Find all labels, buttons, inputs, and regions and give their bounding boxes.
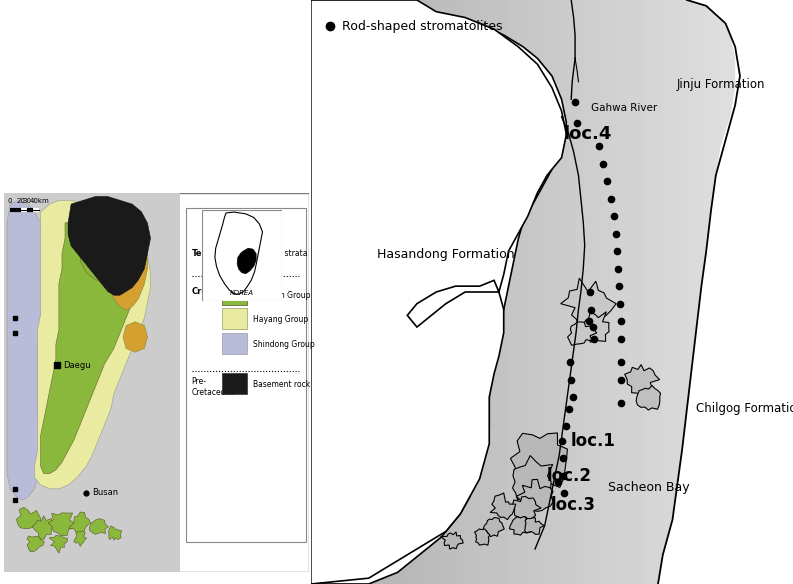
Polygon shape	[48, 513, 76, 536]
Polygon shape	[658, 0, 793, 584]
Polygon shape	[68, 512, 90, 533]
Polygon shape	[474, 529, 490, 545]
Text: loc.3: loc.3	[551, 496, 596, 514]
FancyBboxPatch shape	[222, 373, 247, 394]
FancyBboxPatch shape	[222, 308, 247, 329]
Polygon shape	[215, 212, 262, 294]
Text: Gahwa River: Gahwa River	[591, 103, 657, 113]
Polygon shape	[513, 496, 541, 520]
Polygon shape	[490, 493, 515, 520]
FancyBboxPatch shape	[202, 210, 282, 301]
Polygon shape	[511, 433, 567, 488]
Polygon shape	[109, 526, 121, 540]
Text: 40km: 40km	[29, 198, 49, 204]
Text: Hasandong Formation: Hasandong Formation	[377, 248, 515, 260]
Polygon shape	[80, 215, 126, 280]
FancyBboxPatch shape	[4, 193, 179, 572]
Text: KOREA: KOREA	[230, 290, 254, 296]
Text: 30: 30	[22, 198, 32, 204]
Polygon shape	[576, 312, 609, 342]
Polygon shape	[568, 322, 597, 345]
Text: Jinju Formation: Jinju Formation	[676, 78, 765, 91]
FancyBboxPatch shape	[222, 242, 247, 263]
Polygon shape	[40, 219, 136, 474]
Polygon shape	[311, 0, 566, 584]
Polygon shape	[90, 519, 109, 534]
Polygon shape	[509, 516, 533, 535]
Polygon shape	[311, 0, 566, 584]
FancyBboxPatch shape	[222, 333, 247, 354]
Polygon shape	[27, 536, 44, 552]
Text: Busan: Busan	[93, 488, 119, 497]
Text: Tertiary strata: Tertiary strata	[253, 249, 308, 258]
Text: 20: 20	[17, 198, 25, 204]
Polygon shape	[49, 536, 67, 553]
Text: Yucheon Group: Yucheon Group	[253, 291, 310, 300]
Polygon shape	[441, 532, 463, 549]
Polygon shape	[237, 248, 256, 273]
Polygon shape	[111, 231, 147, 311]
Text: Rod-shaped stromatolites: Rod-shaped stromatolites	[343, 20, 503, 33]
Text: Chilgog Formation: Chilgog Formation	[695, 402, 793, 415]
Text: Sacheon Bay: Sacheon Bay	[607, 481, 689, 494]
Text: Hayang Group: Hayang Group	[253, 315, 308, 324]
Polygon shape	[483, 517, 504, 537]
Polygon shape	[625, 364, 660, 396]
Polygon shape	[123, 322, 147, 352]
FancyBboxPatch shape	[222, 284, 247, 305]
Polygon shape	[512, 456, 553, 505]
Text: loc.4: loc.4	[564, 126, 612, 143]
Polygon shape	[68, 196, 151, 296]
Text: loc.2: loc.2	[546, 467, 592, 485]
Text: Basement rock: Basement rock	[253, 380, 310, 389]
FancyBboxPatch shape	[4, 193, 309, 572]
Text: Cretaceous: Cretaceous	[192, 287, 245, 296]
Text: Shindong Group: Shindong Group	[253, 340, 315, 349]
Polygon shape	[561, 278, 616, 327]
Text: loc.1: loc.1	[570, 432, 615, 450]
Polygon shape	[7, 200, 47, 500]
Polygon shape	[74, 531, 86, 547]
Polygon shape	[658, 0, 793, 584]
Polygon shape	[636, 385, 661, 410]
Polygon shape	[35, 200, 151, 489]
Polygon shape	[516, 479, 554, 512]
Text: Pre-
Cretaceous: Pre- Cretaceous	[192, 377, 235, 397]
Text: Tertiary: Tertiary	[192, 249, 229, 258]
Polygon shape	[17, 507, 41, 529]
FancyBboxPatch shape	[186, 208, 306, 542]
Text: Daegu: Daegu	[63, 361, 91, 370]
Polygon shape	[525, 518, 544, 534]
Text: 0: 0	[8, 198, 13, 204]
Polygon shape	[33, 516, 52, 540]
